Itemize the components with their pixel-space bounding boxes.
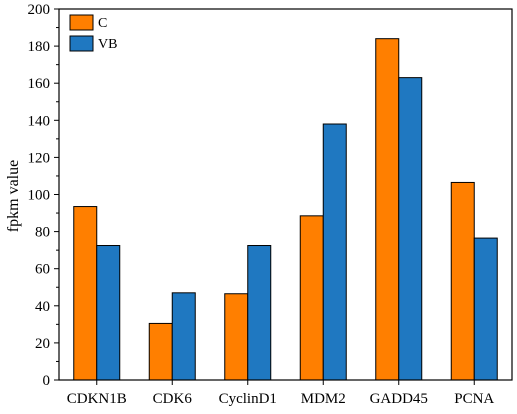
plot-frame: [58, 8, 513, 381]
y-tick-label: 120: [28, 150, 51, 166]
legend: C VB: [69, 14, 117, 52]
x-tick-label: CyclinD1: [219, 391, 277, 407]
bar-c-cyclind1: [224, 293, 249, 381]
y-tick-label: 20: [35, 336, 50, 352]
bar-c-gadd45: [375, 38, 400, 381]
bars-group: [73, 38, 498, 381]
bar-c-mdm2: [299, 215, 324, 381]
ticks-group: CDKN1B CDK6 CyclinD1 MDM2 GADD45 PCNA 0 20 40 60 8…: [28, 2, 495, 407]
x-tick-label: MDM2: [301, 391, 346, 407]
legend-swatch-vb: [69, 35, 94, 52]
x-tick-label: GADD45: [370, 391, 428, 407]
y-tick-label: 60: [35, 262, 50, 278]
x-tick-label: PCNA: [454, 391, 494, 407]
bar-c-cdk6: [148, 322, 173, 381]
y-axis-label: fpkm value: [5, 160, 22, 232]
axes-group: [58, 8, 513, 381]
y-tick-label: 160: [28, 76, 51, 92]
y-tick-label: 40: [35, 299, 50, 315]
bar-vb-mdm2: [322, 123, 347, 381]
y-tick-label: 200: [28, 2, 51, 18]
y-tick-label: 180: [28, 39, 51, 55]
y-tick-label: 100: [28, 188, 51, 204]
x-tick-label: CDK6: [153, 391, 193, 407]
bar-vb-pcna: [473, 237, 498, 381]
bar-vb-gadd45: [398, 77, 423, 381]
y-tick-label: 140: [28, 113, 51, 129]
bar-vb-cdkn1b: [96, 245, 121, 381]
bar-c-pcna: [450, 181, 475, 381]
x-tick-label: CDKN1B: [67, 391, 127, 407]
y-tick-label: 0: [43, 373, 51, 389]
bar-vb-cyclind1: [247, 245, 272, 381]
legend-swatch-c: [69, 14, 94, 31]
legend-label-vb: VB: [98, 37, 117, 52]
legend-label-c: C: [98, 16, 107, 31]
bar-c-cdkn1b: [73, 206, 98, 381]
bar-vb-cdk6: [171, 292, 196, 381]
y-tick-label: 80: [35, 225, 50, 241]
